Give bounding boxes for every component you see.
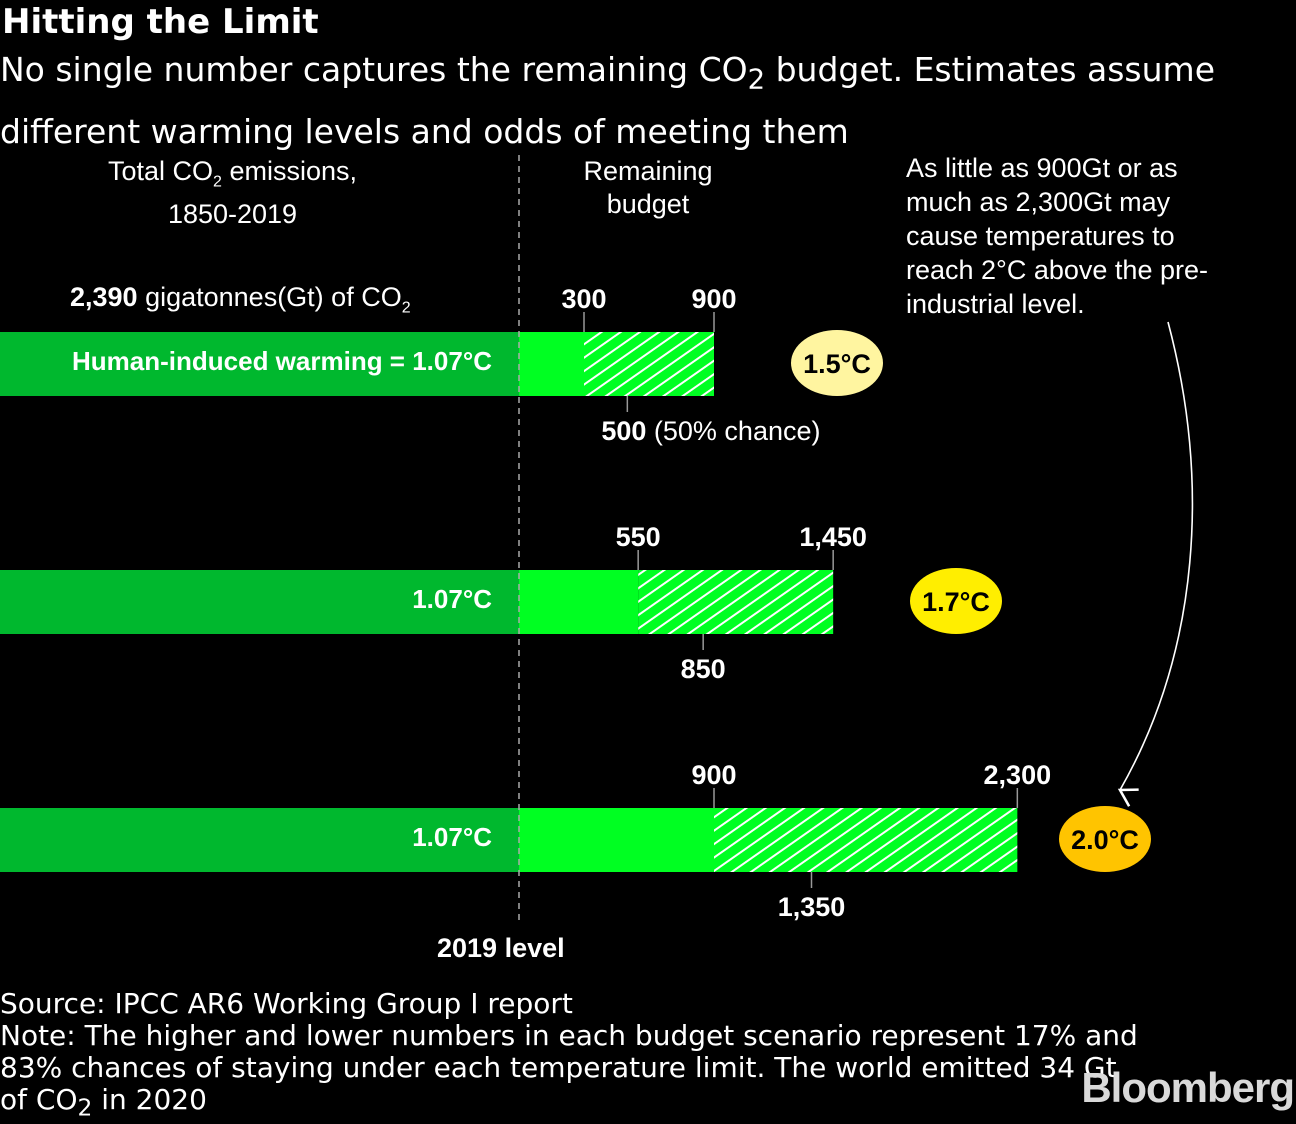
mid-chance: (50% chance) [646,416,820,446]
subtitle-part: budget. Estimates assume different warmi… [0,50,1215,151]
bar-label: Human-induced warming = 1.07°C [72,346,492,376]
bar-label: 1.07°C [412,584,492,614]
temperature-badge [910,568,1002,634]
note-line: 83% chances of staying under each temper… [0,1051,1117,1084]
bloomberg-logo: Bloomberg [1081,1064,1295,1111]
mid-value: 850 [681,654,726,684]
budget-range-bar [714,808,1018,872]
right-header: Remaining budget [583,156,713,219]
mid-value-label: 850 [681,654,726,684]
value-label: 550 [616,522,661,552]
budget-low-bar [519,808,714,872]
note-text: in 2020 [92,1083,207,1116]
past-emissions-bar [0,570,519,634]
note-line: of CO2 in 2020 [0,1084,207,1124]
note-text: of CO [0,1083,78,1116]
bar-label: 1.07°C [412,822,492,852]
left-header-text: emissions, [221,156,357,186]
left-header: Total CO2 emissions, 1850-2019 [60,155,405,231]
temperature-badge [791,330,883,396]
note-line: Note: The higher and lower numbers in ea… [0,1019,1138,1052]
past-emissions-bar [0,808,519,872]
chart-subtitle: No single number captures the remaining … [0,44,1290,158]
temperature-label: 1.7°C [922,587,990,617]
subscript: 2 [213,173,222,191]
left-header-text: Total CO [108,156,214,186]
mid-value-label: 1,350 [778,892,846,922]
temperature-label: 2.0°C [1071,825,1139,855]
mid-value: 1,350 [778,892,846,922]
value-label: 300 [561,284,606,314]
budget-range-bar [584,332,714,396]
budget-low-bar [519,332,584,396]
total-text: gigatonnes(Gt) of CO [137,282,402,312]
annotation-arrow [1117,321,1194,807]
value-label: 900 [691,284,736,314]
budget-low-bar [519,570,639,634]
subscript: 2 [401,299,411,317]
total-emissions-label: 2,390 gigatonnes(Gt) of CO2 [70,282,411,317]
temperature-label: 1.5°C [803,349,871,379]
total-value: 2,390 [70,282,138,312]
value-label: 900 [691,760,736,790]
mid-value-label: 500 (50% chance) [601,416,820,446]
value-label: 2,300 [984,760,1052,790]
value-label: 1,450 [799,522,867,552]
subscript: 2 [77,1093,93,1122]
temperature-badge [1059,806,1151,872]
budget-range-bar [638,570,834,634]
subscript: 2 [747,63,766,96]
baseline-label: 2019 level [437,933,565,963]
mid-value: 500 [601,416,646,446]
source: Source: IPCC AR6 Working Group I report [0,987,573,1020]
past-emissions-bar [0,332,519,396]
subtitle-part: No single number captures the remaining … [0,50,748,89]
left-header-years: 1850-2019 [167,199,298,230]
chart-title: Hitting the Limit [2,2,319,42]
annotation: As little as 900Gt or as much as 2,300Gt… [906,153,1208,319]
